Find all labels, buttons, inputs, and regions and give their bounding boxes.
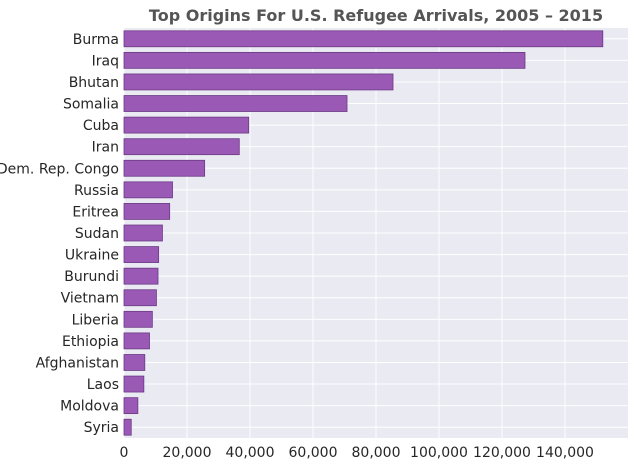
- bar-bhutan: [123, 73, 394, 91]
- x-tick-label: 80,000: [352, 445, 401, 461]
- x-tick-label: 140,000: [536, 445, 594, 461]
- bar-liberia: [123, 310, 153, 328]
- x-tick-label: 0: [120, 445, 129, 461]
- bar-iraq: [123, 51, 526, 69]
- category-label: Laos: [87, 377, 119, 393]
- category-label: Bhutan: [69, 75, 119, 91]
- category-label: Liberia: [72, 312, 119, 328]
- bar-sudan: [123, 224, 163, 242]
- bar-cuba: [123, 116, 250, 134]
- category-label: Vietnam: [61, 291, 119, 307]
- bar-vietnam: [123, 289, 157, 307]
- category-label: Sudan: [75, 226, 119, 242]
- category-label: Syria: [84, 420, 119, 436]
- x-tick-label: 20,000: [163, 445, 212, 461]
- bar-afghanistan: [123, 354, 146, 371]
- category-label: Russia: [74, 183, 119, 199]
- x-tick-label: 120,000: [473, 445, 531, 461]
- bar-laos: [123, 375, 145, 393]
- bar-burma: [123, 30, 604, 48]
- category-label: Iran: [92, 140, 119, 156]
- bar-dem-rep-congo: [123, 159, 206, 177]
- bar-moldova: [123, 397, 139, 415]
- x-tick-label: 100,000: [410, 445, 468, 461]
- bar-syria: [123, 418, 132, 436]
- category-label: Ethiopia: [62, 334, 119, 350]
- bar-somalia: [123, 95, 348, 112]
- category-label: Afghanistan: [36, 355, 119, 371]
- category-label: Moldova: [60, 399, 119, 415]
- x-tick-label: 60,000: [289, 445, 338, 461]
- bar-eritrea: [123, 203, 171, 220]
- bar-ukraine: [123, 246, 160, 263]
- category-label: Eritrea: [72, 204, 119, 220]
- bar-russia: [123, 181, 173, 199]
- category-label: Ukraine: [65, 248, 119, 264]
- bar-iran: [123, 138, 240, 156]
- bars: [123, 30, 604, 436]
- chart-title: Top Origins For U.S. Refugee Arrivals, 2…: [149, 6, 603, 25]
- bar-ethiopia: [123, 332, 150, 350]
- bar-burundi: [123, 267, 159, 285]
- category-labels: Burma Iraq Bhutan Somalia Cuba Iran Dem. Rep. …: [0, 32, 119, 436]
- category-label: Dem. Rep. Congo: [0, 161, 119, 177]
- category-label: Somalia: [63, 97, 119, 113]
- x-tick-labels: 0 20,000 40,000 60,000 80,000 100,000 120,000 1…: [120, 445, 594, 461]
- category-label: Iraq: [92, 53, 119, 69]
- category-label: Cuba: [83, 118, 119, 134]
- category-label: Burundi: [64, 269, 119, 285]
- x-tick-label: 40,000: [226, 445, 275, 461]
- category-label: Burma: [73, 32, 119, 48]
